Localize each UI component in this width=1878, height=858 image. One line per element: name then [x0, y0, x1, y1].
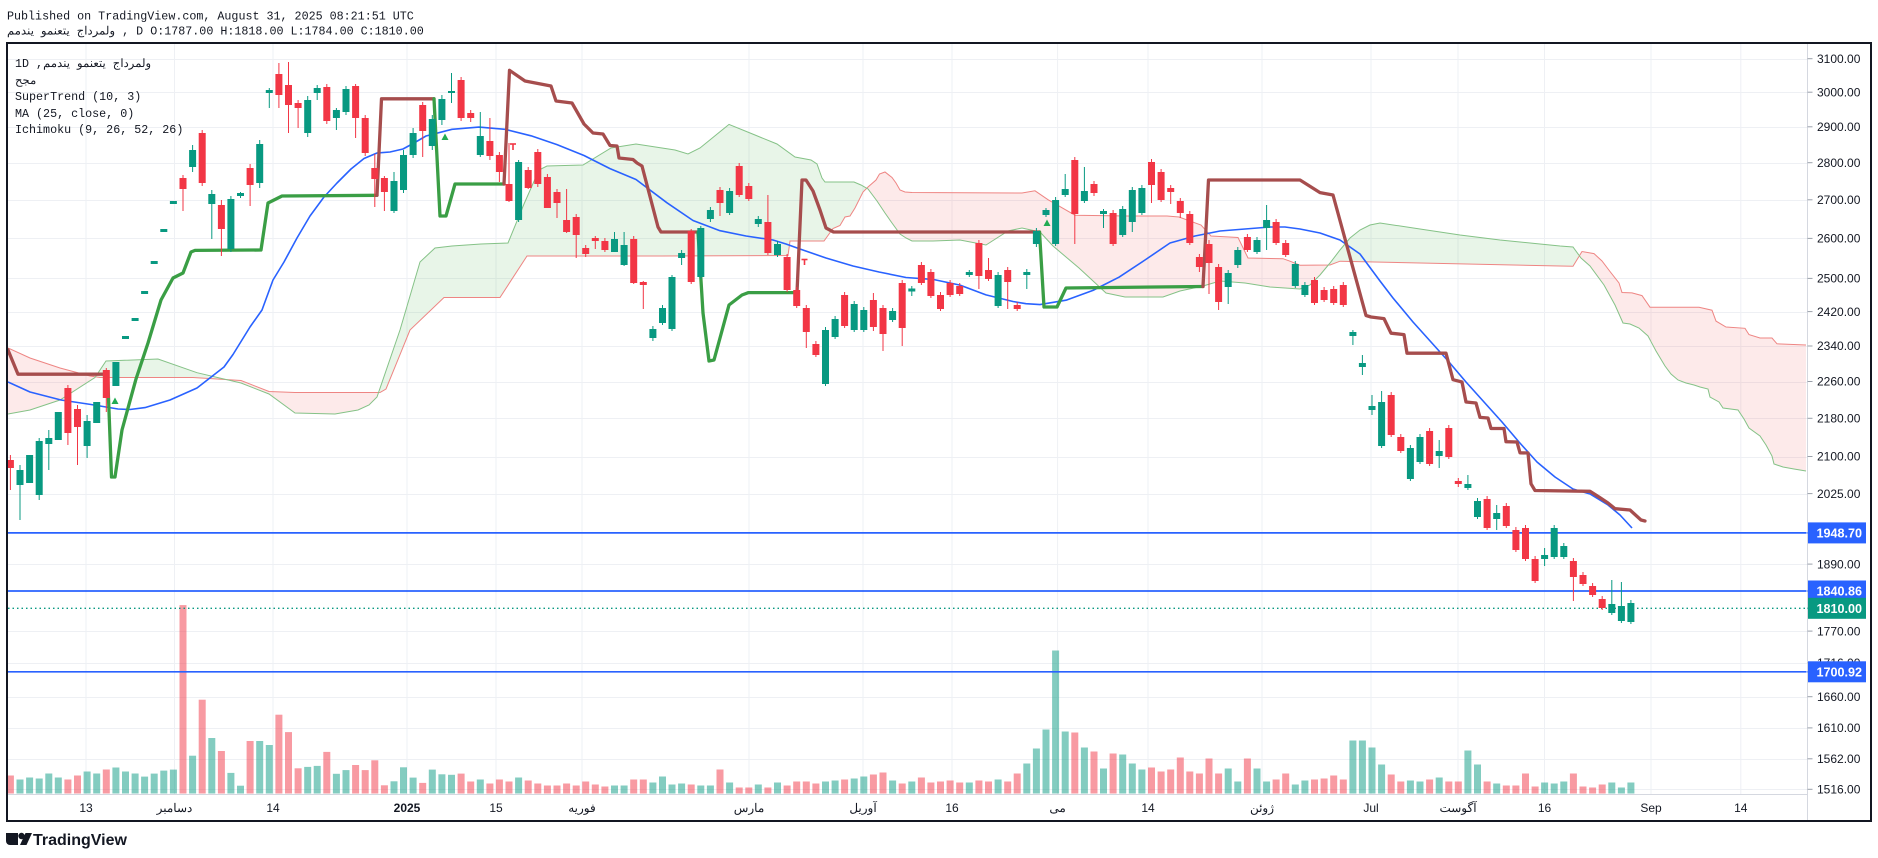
svg-text:1948.70: 1948.70 — [1817, 526, 1863, 540]
svg-text:می: می — [1049, 801, 1065, 815]
svg-text:1516.00: 1516.00 — [1817, 783, 1861, 797]
svg-text:3000.00: 3000.00 — [1817, 85, 1861, 99]
svg-text:آگوست: آگوست — [1439, 800, 1477, 815]
svg-text:2025: 2025 — [394, 801, 421, 815]
svg-text:TradingView: TradingView — [33, 832, 128, 849]
svg-text:فوريه: فوريه — [568, 801, 596, 815]
svg-text:14: 14 — [1734, 801, 1748, 815]
svg-text:ژوئن: ژوئن — [1250, 801, 1274, 815]
svg-text:3100.00: 3100.00 — [1817, 52, 1861, 66]
svg-text:2420.00: 2420.00 — [1817, 305, 1861, 319]
svg-text:SuperTrend (10, 3): SuperTrend (10, 3) — [15, 90, 141, 104]
svg-text:آوريل: آوريل — [849, 800, 877, 815]
svg-text:دسامبر: دسامبر — [156, 801, 193, 815]
svg-text:1810.00: 1810.00 — [1817, 602, 1863, 616]
svg-text:15: 15 — [489, 801, 503, 815]
svg-text:2025.00: 2025.00 — [1817, 487, 1861, 501]
svg-text:MA (25, close, 0): MA (25, close, 0) — [15, 107, 134, 121]
svg-text:1610.00: 1610.00 — [1817, 721, 1861, 735]
svg-text:1890.00: 1890.00 — [1817, 557, 1861, 571]
svg-text:مجح: مجح — [15, 74, 36, 88]
svg-text:1660.00: 1660.00 — [1817, 690, 1861, 704]
svg-text:2600.00: 2600.00 — [1817, 232, 1861, 246]
svg-text:1700.92: 1700.92 — [1817, 665, 1863, 679]
svg-text:2800.00: 2800.00 — [1817, 156, 1861, 170]
svg-text:14: 14 — [1141, 801, 1155, 815]
svg-text:16: 16 — [945, 801, 959, 815]
svg-text:16: 16 — [1538, 801, 1552, 815]
svg-text:2700.00: 2700.00 — [1817, 193, 1861, 207]
svg-text:13: 13 — [79, 801, 93, 815]
svg-text:2180.00: 2180.00 — [1817, 412, 1861, 426]
svg-text:Published on TradingView.com,: Published on TradingView.com, August 31,… — [7, 10, 414, 24]
svg-text:ولمرداج يتعنمو يندمم , D O:178: ولمرداج يتعنمو يندمم , D O:1787.00 H:181… — [7, 25, 424, 39]
svg-text:2500.00: 2500.00 — [1817, 272, 1861, 286]
svg-text:Sep: Sep — [1640, 801, 1662, 815]
svg-text:1770.00: 1770.00 — [1817, 624, 1861, 638]
svg-text:14: 14 — [266, 801, 280, 815]
svg-text:2900.00: 2900.00 — [1817, 120, 1861, 134]
svg-text:Ichimoku (9, 26, 52, 26): Ichimoku (9, 26, 52, 26) — [15, 123, 183, 137]
svg-text:2260.00: 2260.00 — [1817, 375, 1861, 389]
svg-text:2340.00: 2340.00 — [1817, 339, 1861, 353]
svg-text:مارس: مارس — [734, 801, 765, 815]
svg-text:1562.00: 1562.00 — [1817, 752, 1861, 766]
svg-text:2100.00: 2100.00 — [1817, 450, 1861, 464]
svg-text:1840.86: 1840.86 — [1817, 585, 1863, 599]
svg-text:1D ,ولمرداج يتعنمو يندمم: 1D ,ولمرداج يتعنمو يندمم — [15, 57, 151, 71]
svg-text:Jul: Jul — [1363, 801, 1378, 815]
